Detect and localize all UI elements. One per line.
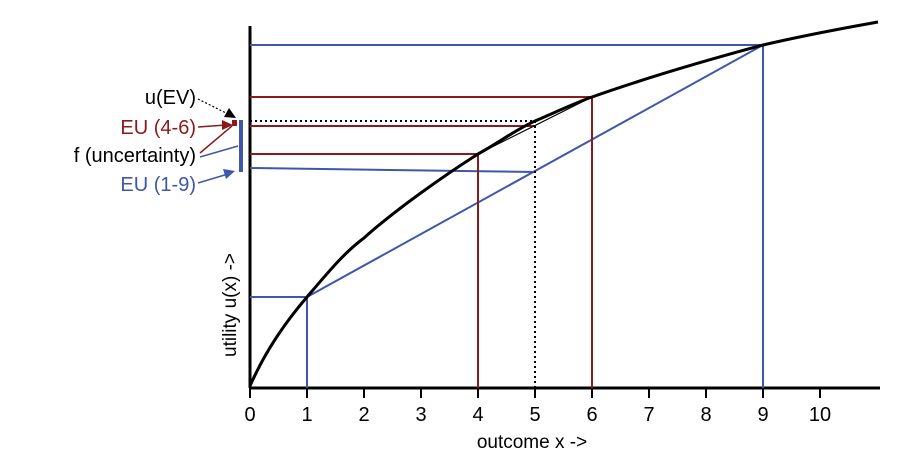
dotted-ev-guides (250, 120, 536, 388)
y-axis-title: utility u(x) -> (220, 253, 241, 357)
red-guides (250, 96, 593, 388)
label-u-ev: u(EV) (145, 87, 196, 109)
tick-label-9: 9 (757, 404, 768, 426)
f-uncertainty-red-connector (199, 125, 233, 154)
uncertainty-bar (239, 120, 243, 172)
eu-1-9-arrow-line (197, 173, 229, 184)
x-axis-title: outcome x -> (477, 432, 587, 453)
u-ev-arrow-line (197, 98, 231, 116)
eu-4-6-marker (232, 120, 237, 126)
tick-label-1: 1 (301, 404, 312, 426)
tick-label-8: 8 (700, 404, 711, 426)
tick-label-2: 2 (358, 404, 369, 426)
eu-4-6-arrow-head (222, 120, 233, 130)
x-tick-labels: 0 1 2 3 4 5 6 7 8 9 10 (244, 404, 831, 426)
f-uncertainty-connectors (199, 125, 239, 158)
label-f-uncertainty: f (uncertainty) (74, 145, 196, 167)
eu-1-9-arrow-head (223, 169, 235, 179)
f-uncertainty-blue-connector (199, 145, 239, 158)
u-ev-arrow-head (224, 108, 236, 118)
tick-label-5: 5 (529, 404, 540, 426)
label-eu-4-6: EU (4-6) (120, 117, 196, 139)
eu-4-6-arrow-line (197, 124, 227, 128)
tick-label-6: 6 (586, 404, 597, 426)
tick-label-4: 4 (472, 404, 483, 426)
tick-label-0: 0 (244, 404, 255, 426)
tick-label-7: 7 (643, 404, 654, 426)
eu-4-6-arrow (197, 120, 233, 130)
utility-curve (248, 20, 879, 387)
eu-1-9-arrow (197, 169, 235, 184)
x-ticks (249, 388, 821, 398)
blue-hline-eu-1-9 (249, 167, 536, 173)
tick-label-3: 3 (415, 404, 426, 426)
label-eu-1-9: EU (1-9) (120, 174, 196, 196)
tick-label-10: 10 (809, 404, 831, 426)
u-ev-arrow (197, 98, 236, 118)
